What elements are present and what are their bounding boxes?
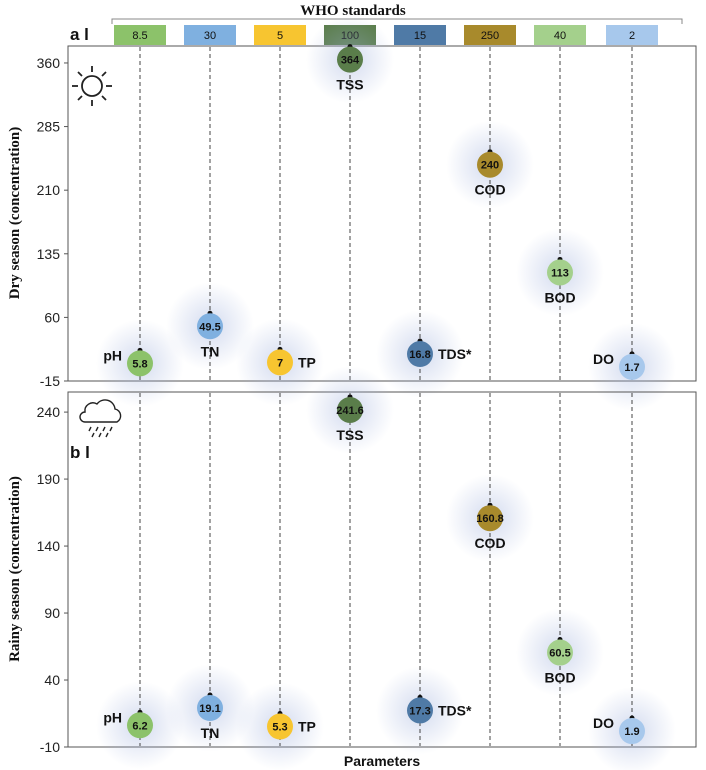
- who-standard-box-ph: [114, 25, 166, 45]
- marker-tds: [407, 341, 433, 368]
- marker-cod: [477, 151, 503, 178]
- value-label-cod: 240: [481, 160, 499, 172]
- rainy-season-y-ticks: -10 40 90 140 190 240: [37, 404, 68, 755]
- value-label-tn: 49.5: [199, 321, 220, 333]
- y-tick-label: 190: [37, 471, 61, 487]
- param-label-ph: pH: [103, 709, 122, 725]
- value-label-tp: 5.3: [272, 722, 287, 734]
- marker-tss: [337, 396, 363, 423]
- rain-cloud-icon: [79, 399, 122, 438]
- value-label-bod: 113: [551, 267, 569, 279]
- who-standards-title: WHO standards: [300, 3, 406, 19]
- who-standard-value: 2: [629, 30, 635, 42]
- value-label-ph: 6.2: [132, 720, 147, 732]
- value-label-do: 1.7: [624, 362, 639, 374]
- y-tick-label: 135: [37, 246, 61, 262]
- marker-tp: [267, 713, 293, 740]
- who-standard-value: 30: [204, 30, 216, 42]
- marker-ph: [127, 712, 153, 739]
- y-tick-label: 90: [44, 605, 60, 621]
- who-standard-value: 40: [554, 30, 566, 42]
- value-label-cod: 160.8: [476, 513, 504, 525]
- marker-tp: [267, 349, 293, 376]
- param-label-tds: TDS*: [438, 702, 472, 718]
- value-label-bod: 60.5: [549, 648, 570, 660]
- marker-tn: [197, 313, 223, 340]
- who-standard-box-bod: [534, 25, 586, 45]
- value-label-tds: 17.3: [409, 705, 430, 717]
- who-standard-box-tds: [394, 25, 446, 45]
- sun-icon: [72, 66, 112, 106]
- who-standard-value: 5: [277, 30, 283, 42]
- who-standard-box-tn: [184, 25, 236, 45]
- x-axis-label: Parameters: [344, 753, 420, 769]
- param-label-ph: pH: [103, 347, 122, 363]
- marker-bod: [547, 639, 573, 666]
- y-tick-label: 40: [44, 672, 60, 688]
- dry-season-panel: a l Dry season (concentration) -15 60 135 2…: [7, 15, 697, 411]
- param-label-do: DO: [593, 715, 614, 731]
- rainy-season-marks: 6.2 pH 19.1 TN 5.3 TP 241.6 TSS 17.3 TDS* 160.8 COD…: [96, 365, 676, 770]
- value-label-tp: 7: [277, 357, 283, 369]
- y-tick-label: 360: [37, 55, 61, 71]
- who-standard-value: 8.5: [132, 30, 147, 42]
- y-tick-label: 285: [37, 119, 61, 135]
- value-label-tss: 364: [341, 55, 360, 67]
- who-standard-value: 250: [481, 30, 499, 42]
- marker-cod: [477, 505, 503, 532]
- y-tick-label: 140: [37, 538, 61, 554]
- rainy-season-panel: b l Rainy season (concentration) -10 40 90…: [7, 365, 697, 770]
- marker-tss: [337, 46, 363, 73]
- who-standard-box-tp: [254, 25, 306, 45]
- y-tick-label: 240: [37, 404, 61, 420]
- param-label-bod: BOD: [544, 289, 575, 305]
- value-label-ph: 5.8: [132, 358, 147, 370]
- param-label-bod: BOD: [544, 670, 575, 686]
- panel-b-tag: b l: [70, 443, 90, 462]
- param-label-cod: COD: [474, 182, 505, 198]
- y-tick-label: -10: [40, 739, 60, 755]
- dry-season-ylabel: Dry season (concentration): [7, 127, 23, 299]
- y-tick-label: 210: [37, 182, 61, 198]
- who-standard-value: 15: [414, 30, 426, 42]
- param-label-cod: COD: [474, 535, 505, 551]
- value-label-tn: 19.1: [199, 703, 220, 715]
- value-label-tss: 241.6: [336, 405, 364, 417]
- param-label-tn: TN: [201, 725, 220, 741]
- who-standard-box-cod: [464, 25, 516, 45]
- param-label-tds: TDS*: [438, 346, 472, 362]
- param-label-tss: TSS: [336, 77, 363, 93]
- param-label-tss: TSS: [336, 427, 363, 443]
- marker-tds: [407, 697, 433, 724]
- marker-ph: [127, 350, 153, 377]
- y-tick-label: -15: [40, 373, 60, 389]
- panel-a-tag: a l: [70, 25, 89, 44]
- marker-bod: [547, 259, 573, 286]
- marker-do: [619, 353, 645, 380]
- y-tick-label: 60: [44, 309, 60, 325]
- marker-tn: [197, 695, 223, 722]
- dry-season-y-ticks: -15 60 135 210 285 360: [37, 55, 68, 389]
- param-label-tp: TP: [298, 354, 316, 370]
- who-standard-box-do: [606, 25, 658, 45]
- who-standards-bracket: [111, 18, 683, 24]
- marker-do: [619, 718, 645, 745]
- param-label-tn: TN: [201, 343, 220, 359]
- value-label-tds: 16.8: [409, 349, 430, 361]
- param-label-tp: TP: [298, 719, 316, 735]
- param-label-do: DO: [593, 351, 614, 367]
- rainy-season-ylabel: Rainy season (concentration): [7, 476, 23, 662]
- value-label-do: 1.9: [624, 726, 639, 738]
